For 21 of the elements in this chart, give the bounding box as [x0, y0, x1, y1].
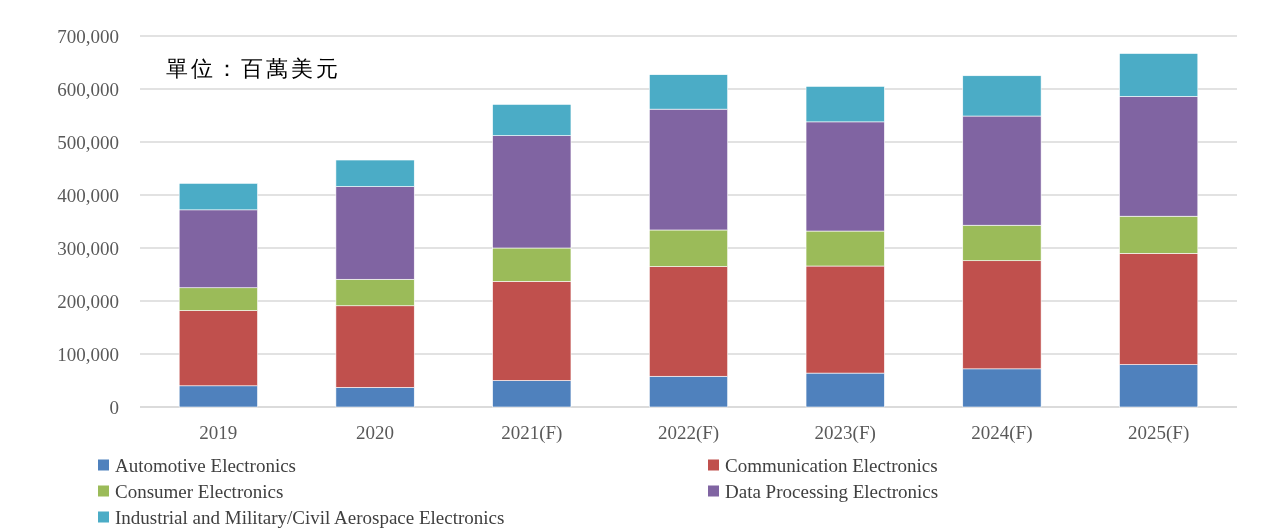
- y-tick-label: 600,000: [57, 78, 119, 100]
- legend-label: Automotive Electronics: [115, 454, 296, 476]
- legend-label: Consumer Electronics: [115, 480, 284, 502]
- y-tick-label: 0: [109, 396, 119, 418]
- x-tick-label: 2019: [199, 421, 238, 443]
- legend-label: Data Processing Electronics: [725, 480, 939, 502]
- y-tick-label: 300,000: [57, 237, 119, 259]
- y-tick-label: 400,000: [57, 184, 119, 206]
- x-tick-label: 2025(F): [1128, 421, 1190, 444]
- y-tick-label: 200,000: [57, 290, 119, 312]
- legend-label: Communication Electronics: [725, 454, 938, 476]
- annotation: 單位：百萬美元: [166, 55, 341, 81]
- x-tick-label: 2021(F): [501, 421, 563, 444]
- x-tick-label: 2024(F): [971, 421, 1033, 444]
- x-tick-label: 2023(F): [814, 421, 876, 444]
- y-tick-label: 700,000: [57, 25, 119, 47]
- x-tick-label: 2022(F): [657, 421, 720, 444]
- legend-label: Industrial and Military/Civil Aerospace Electronics: [115, 506, 505, 528]
- x-tick-label: 2020: [356, 421, 395, 443]
- y-tick-label: 500,000: [57, 131, 119, 153]
- y-tick-label: 100,000: [57, 343, 119, 365]
